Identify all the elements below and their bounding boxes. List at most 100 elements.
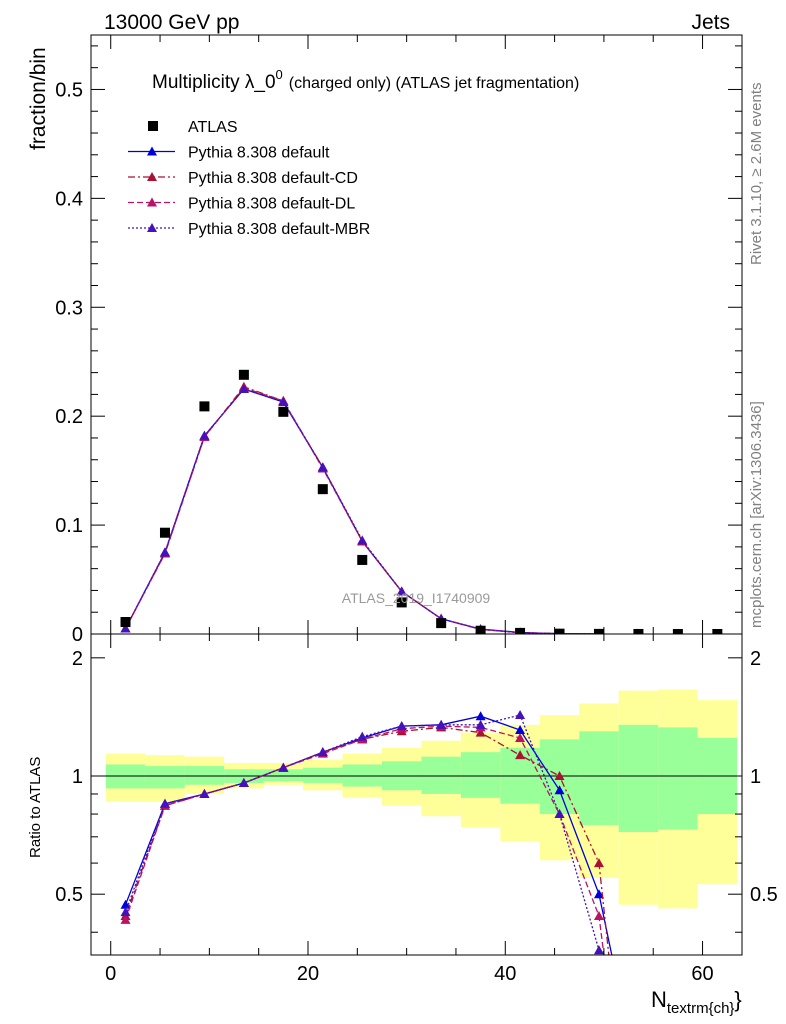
uncertainty-band-inner [303, 767, 343, 783]
ratio-y-tick-label-right: 2 [750, 648, 761, 670]
mcplots-label: mcplots.cern.ch [arXiv:1306.3436] [748, 401, 765, 628]
top-y-axis-label: fraction/bin [27, 47, 50, 150]
atlas-data-point [357, 554, 368, 565]
uncertainty-band-inner [658, 727, 698, 830]
x-tick-label: 40 [494, 963, 516, 985]
series-4-point [238, 383, 249, 393]
legend-label-2: Pythia 8.308 default-CD [188, 170, 358, 187]
main-plot-panel: ATLAS_2019_I1740909 0 0.1 0.2 0.3 0.4 0.5 [55, 34, 743, 646]
atlas-data-point [515, 627, 526, 634]
ratio-4-point [357, 731, 368, 741]
ratio-1-point [475, 711, 486, 721]
plot-title: Multiplicity λ_00 (charged only) (ATLAS j… [152, 67, 579, 93]
legend-marker-1 [147, 146, 157, 156]
series-4-point [357, 535, 368, 545]
ratio-4-point [475, 719, 486, 729]
y-tick-label: 0.3 [55, 297, 83, 319]
atlas-data-point [278, 406, 289, 417]
atlas-data-point [475, 625, 486, 634]
header-energy-label: 13000 GeV pp [104, 11, 239, 34]
ratio-3-point [515, 732, 526, 742]
legend-label-1: Pythia 8.308 default [188, 145, 330, 162]
plot-title-suffix: (charged only) (ATLAS jet fragmentation) [289, 75, 580, 92]
x-axis-label-subscript: textrm{ch} [667, 1000, 735, 1017]
uncertainty-band-inner [579, 731, 619, 826]
atlas-data-point [396, 597, 407, 608]
uncertainty-band-inner [421, 756, 461, 794]
atlas-data-point [712, 628, 723, 634]
ratio-4-point [238, 777, 249, 787]
ratio-y-tick-label-left: 2 [72, 648, 83, 670]
bottom-y-axis-label: Ratio to ATLAS [27, 757, 44, 858]
header-jets-label: Jets [691, 11, 730, 34]
ratio-4-point [278, 762, 289, 772]
ratio-4-point [515, 710, 526, 720]
series-4-point [278, 397, 289, 407]
ratio-4-point [199, 788, 210, 798]
y-tick-label: 0.5 [55, 79, 83, 101]
atlas-data-point [317, 484, 328, 495]
legend-label-4: Pythia 8.308 default-MBR [188, 221, 370, 238]
series-4-point [317, 462, 328, 472]
analysis-watermark: ATLAS_2019_I1740909 [342, 590, 491, 606]
ratio-4-point [120, 907, 131, 917]
ratio-1-point [120, 899, 131, 909]
legend-atlas-marker [148, 121, 158, 131]
atlas-data-point [436, 618, 447, 629]
series-4-point [120, 623, 131, 633]
legend-marker-4 [147, 223, 157, 232]
series-4-point [159, 547, 170, 557]
ratio-y-tick-label-right: 0.5 [750, 884, 778, 906]
ratio-2-point [515, 750, 526, 760]
ratio-y-tick-label-right: 1 [750, 766, 761, 788]
ratio-1-point [593, 889, 604, 899]
legend: ATLAS Pythia 8.308 default Pythia 8.308 de… [128, 119, 370, 238]
ratio-4-point [436, 719, 447, 729]
bottom-panel-frame [90, 633, 743, 956]
ratio-1-point [515, 724, 526, 734]
x-tick-label: 60 [691, 963, 713, 985]
y-tick-label: 0.4 [55, 188, 83, 210]
uncertainty-band-inner [145, 766, 185, 789]
uncertainty-band-inner [618, 724, 659, 833]
uncertainty-band-inner [460, 752, 501, 798]
atlas-data-point [199, 401, 210, 412]
ratio-plot-panel: 0.5 0.51 12 20 20 40 60 [55, 633, 778, 985]
atlas-data-point [672, 628, 683, 634]
legend-label-3: Pythia 8.308 default-DL [188, 196, 355, 213]
legend-marker-3 [147, 197, 157, 207]
ratio-1-point [554, 785, 565, 795]
x-axis-label-main: N [651, 987, 667, 1012]
ratio-2-point [475, 727, 486, 737]
ratio-line-2 [124, 726, 610, 955]
y-tick-label: 0 [72, 624, 83, 646]
ratio-4-point [317, 747, 328, 757]
rivet-version-label: Rivet 3.1.10, ≥ 2.6M events [748, 83, 765, 266]
x-axis-label: Ntextrm{ch}} [651, 987, 742, 1017]
ratio-2-point [593, 858, 604, 868]
ratio-line-3 [124, 725, 605, 955]
plot-title-main: Multiplicity λ_0 [152, 72, 276, 93]
x-axis-label-tail: } [734, 987, 741, 1012]
ratio-4-point [159, 798, 170, 808]
ratio-4-point [593, 945, 604, 955]
uncertainty-band-inner [263, 769, 304, 782]
ratio-y-tick-label-left: 1 [72, 766, 83, 788]
atlas-data-point [120, 617, 131, 628]
uncertainty-band-inner [184, 766, 225, 785]
atlas-data-point [554, 628, 565, 634]
series-4-point [396, 586, 407, 596]
x-tick-label: 20 [297, 963, 319, 985]
plot-title-superscript: 0 [276, 67, 283, 82]
ratio-3-point [120, 914, 131, 924]
ratio-2-point [554, 771, 565, 781]
y-tick-label: 0.1 [55, 515, 83, 537]
ratio-4-point [396, 721, 407, 731]
legend-marker-2 [147, 172, 157, 181]
series-4-point [199, 430, 210, 440]
atlas-data-point [159, 527, 170, 538]
ratio-3-point [593, 910, 604, 920]
atlas-data-point [593, 628, 604, 634]
ratio-y-tick-label-left: 0.5 [55, 884, 83, 906]
